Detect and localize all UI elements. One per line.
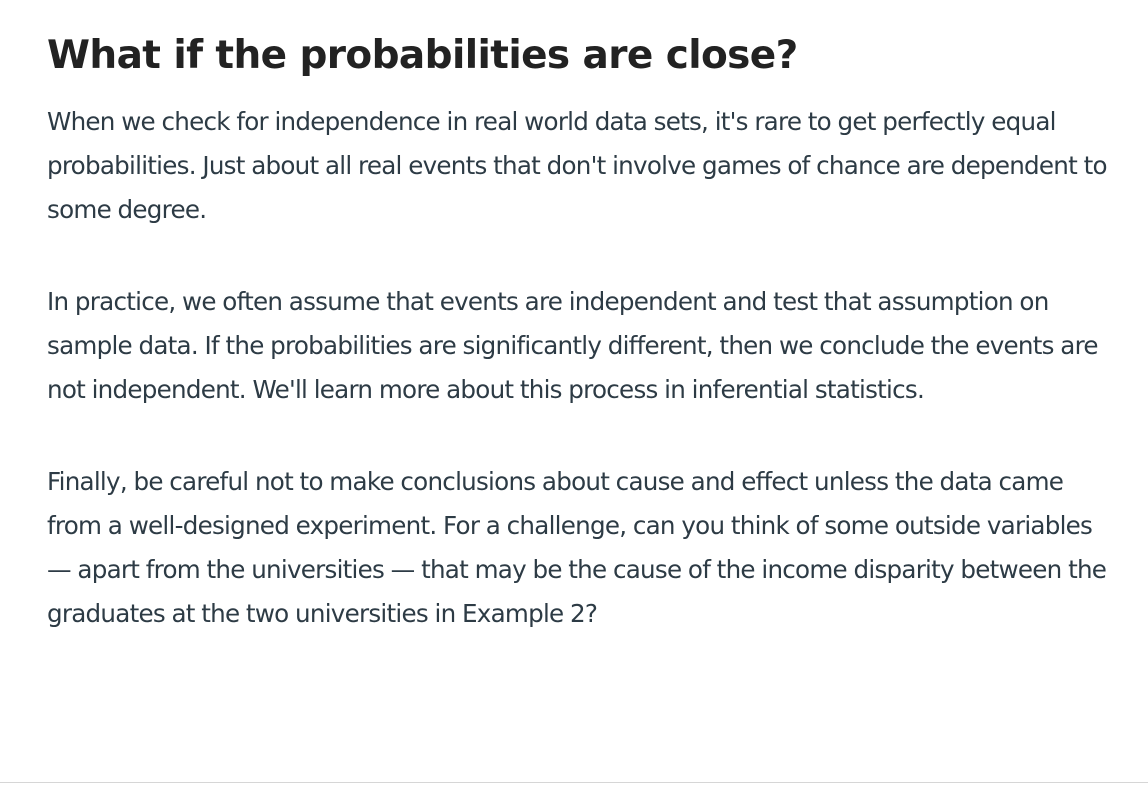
lesson-content: What if the probabilities are close? Whe… bbox=[47, 28, 1108, 636]
page-title: What if the probabilities are close? bbox=[47, 33, 798, 78]
paragraph-testing-assumption: In practice, we often assume that events… bbox=[47, 287, 1099, 404]
paragraph-independence-real-data: When we check for independence in real w… bbox=[47, 107, 1108, 224]
bottom-divider bbox=[0, 782, 1148, 783]
paragraph-cause-and-effect: Finally, be careful not to make conclusi… bbox=[47, 467, 1107, 628]
